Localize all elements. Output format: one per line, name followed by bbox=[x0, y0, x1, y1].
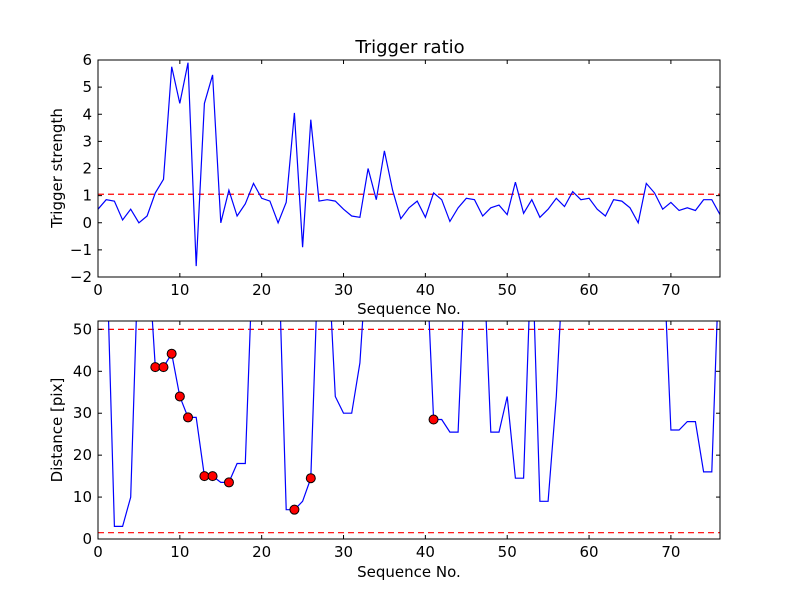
bottom-xtick-label: 30 bbox=[334, 543, 353, 561]
bottom-xtick-label: 10 bbox=[170, 543, 189, 561]
bottom-ytick-label: 40 bbox=[73, 362, 92, 380]
bottom-ytick-label: 10 bbox=[73, 488, 92, 506]
bottom-marker bbox=[199, 471, 210, 482]
bottom-ytick-label: 20 bbox=[73, 446, 92, 464]
bottom-marker bbox=[305, 473, 316, 484]
bottom-marker bbox=[174, 391, 185, 402]
bottom-marker bbox=[183, 412, 194, 423]
top-xtick-label: 20 bbox=[252, 281, 271, 299]
bottom-xtick-label: 40 bbox=[416, 543, 435, 561]
top-ytick-label: −2 bbox=[70, 268, 92, 286]
bottom-marker bbox=[428, 414, 439, 425]
bottom-marker bbox=[150, 362, 161, 373]
top-series-line-0 bbox=[98, 62, 720, 267]
top-ytick-label: −1 bbox=[70, 241, 92, 259]
top-ytick-label: 1 bbox=[82, 187, 92, 205]
bottom-data-layer bbox=[98, 321, 720, 534]
bottom-marker bbox=[158, 362, 169, 373]
bottom-series-line-0 bbox=[107, 321, 718, 527]
bottom-xlabel: Sequence No. bbox=[357, 563, 461, 581]
bottom-ytick-label: 50 bbox=[73, 320, 92, 338]
bottom-xtick-label: 70 bbox=[661, 543, 680, 561]
bottom-marker bbox=[207, 471, 218, 482]
top-ytick-label: 5 bbox=[82, 78, 92, 96]
bottom-marker bbox=[166, 348, 177, 359]
top-ytick-label: 2 bbox=[82, 160, 92, 178]
bottom-ytick-label: 0 bbox=[82, 530, 92, 548]
bottom-plot-area: 0 10 20 30 40 50 60 70 0 10 20 30 40 50 bbox=[73, 320, 720, 561]
bottom-xtick-label: 60 bbox=[580, 543, 599, 561]
top-ytick-label: 0 bbox=[82, 214, 92, 232]
top-xlabel: Sequence No. bbox=[357, 300, 461, 318]
top-ytick-label: 6 bbox=[82, 51, 92, 69]
trigger-ratio-panel: Trigger ratio 0 10 20 30 40 50 60 70 −2 −1 0 1 2 3 4 5 6… bbox=[48, 37, 721, 318]
top-xtick-label: 70 bbox=[661, 281, 680, 299]
top-ylabel: Trigger strength bbox=[48, 108, 66, 229]
bottom-axes-frame bbox=[97, 320, 721, 540]
bottom-marker bbox=[289, 504, 300, 515]
top-xtick-label: 40 bbox=[416, 281, 435, 299]
bottom-ytick-label: 30 bbox=[73, 404, 92, 422]
bottom-xtick-label: 20 bbox=[252, 543, 271, 561]
top-ytick-label: 4 bbox=[82, 105, 92, 123]
top-xtick-label: 50 bbox=[498, 281, 517, 299]
bottom-marker bbox=[223, 477, 234, 488]
top-chart-title: Trigger ratio bbox=[354, 37, 464, 58]
top-xtick-label: 30 bbox=[334, 281, 353, 299]
top-axes-frame bbox=[97, 59, 721, 278]
bottom-xtick-label: 0 bbox=[93, 543, 103, 561]
top-ytick-label: 3 bbox=[82, 132, 92, 150]
top-xtick-label: 60 bbox=[580, 281, 599, 299]
top-xtick-label: 10 bbox=[170, 281, 189, 299]
top-data-layer bbox=[98, 62, 720, 267]
top-plot-area: 0 10 20 30 40 50 60 70 −2 −1 0 1 2 3 4 5 6 bbox=[70, 51, 720, 299]
bottom-xtick-label: 50 bbox=[498, 543, 517, 561]
bottom-ylabel: Distance [pix] bbox=[48, 378, 66, 483]
top-xtick-label: 0 bbox=[93, 281, 103, 299]
